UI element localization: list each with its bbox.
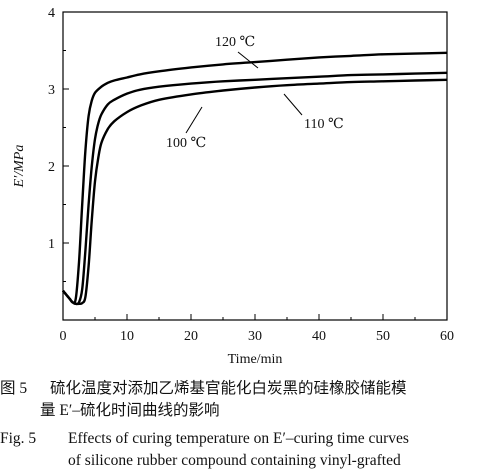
leader-120 (237, 51, 259, 69)
curve-label-120: 120 ℃ (215, 35, 255, 50)
y-tick-label: 3 (48, 83, 55, 98)
leader-110 (283, 93, 303, 116)
plot-frame (62, 11, 448, 321)
y-tick-label: 1 (48, 237, 55, 252)
caption-en-text-1: Effects of curing temperature on E′–curi… (68, 430, 409, 447)
curve-label-100: 100 ℃ (166, 136, 206, 151)
series-layer (62, 51, 448, 306)
caption-zh-label: 图 5 (0, 380, 28, 397)
leader-100 (185, 106, 203, 134)
x-tick-label: 40 (312, 329, 326, 344)
series-line-0 (62, 51, 448, 305)
x-tick-label: 0 (60, 329, 67, 344)
x-axis-title: Time/min (228, 352, 283, 367)
x-tick-label: 10 (120, 329, 134, 344)
axis-ticks (62, 11, 448, 320)
y-axis-title: E′/MPa (12, 145, 27, 189)
caption-zh-text-1: 硫化温度对添加乙烯基官能化白炭黑的硅橡胶储能模 (50, 380, 407, 397)
x-tick-label: 30 (248, 329, 262, 344)
caption-zh-line-1: 图 5 硫化温度对添加乙烯基官能化白炭黑的硅橡胶储能模 (0, 378, 480, 400)
series-line-1 (62, 71, 448, 306)
caption-en-line-1: Fig. 5 Effects of curing temperature on E… (0, 428, 480, 450)
caption-en-line-2: of silicone rubber compound containing v… (68, 452, 401, 469)
y-tick-label: 4 (48, 6, 55, 21)
caption-zh-line-2: 量 E′–硫化时间曲线的影响 (40, 402, 220, 419)
series-line-2 (62, 78, 448, 306)
axis-tick-labels: 0 10 20 30 40 50 60 1 2 3 4 (48, 6, 454, 344)
y-tick-label: 2 (48, 160, 55, 175)
x-tick-label: 50 (376, 329, 390, 344)
curve-label-110: 110 ℃ (304, 117, 344, 132)
x-tick-label: 60 (440, 329, 454, 344)
caption-chinese: 图 5 硫化温度对添加乙烯基官能化白炭黑的硅橡胶储能模 量 E′–硫化时间曲线的影… (0, 378, 480, 422)
x-tick-label: 20 (184, 329, 198, 344)
caption-english: Fig. 5 Effects of curing temperature on E… (0, 428, 480, 472)
caption-en-label: Fig. 5 (0, 430, 37, 447)
